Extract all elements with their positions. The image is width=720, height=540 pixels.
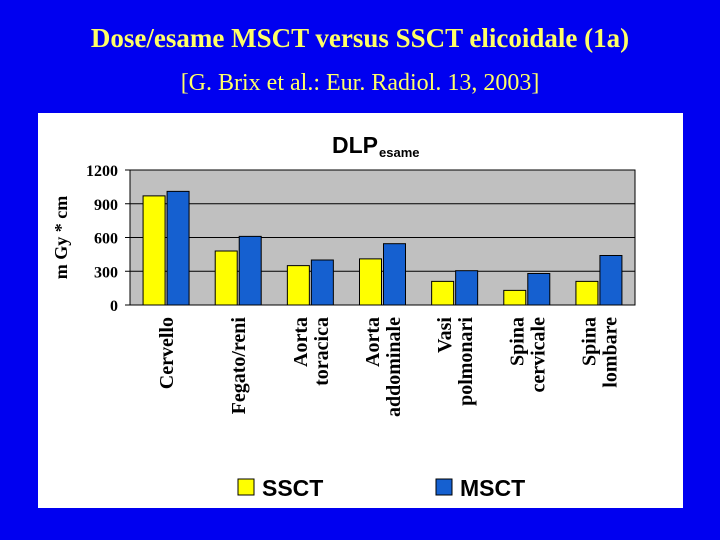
x-category-label: addominale xyxy=(383,317,405,417)
bar-ssct-2 xyxy=(286,265,310,306)
y-tick-label: 600 xyxy=(94,231,118,248)
bar-ssct-1 xyxy=(214,250,238,306)
plot-frame xyxy=(129,169,636,306)
x-category-label: Aorta xyxy=(290,317,312,367)
legend-swatch-ssct xyxy=(237,478,255,496)
x-category-label: Vasi xyxy=(434,317,456,353)
bar-msct-2 xyxy=(310,259,334,306)
chart-panel: 0 300 600 900 1200 Cervello Fegato/reni Aorta to… xyxy=(38,113,683,508)
y-axis-label: m Gy * cm xyxy=(51,196,71,279)
y-tick-label: 0 xyxy=(110,298,118,315)
x-category-label: Spina xyxy=(578,317,600,366)
chart-title: DLP xyxy=(332,132,378,158)
bar-ssct-4 xyxy=(431,280,455,306)
bar-msct-1 xyxy=(238,235,262,306)
legend-swatch-msct xyxy=(435,478,453,496)
x-category-label: polmonari xyxy=(455,317,477,406)
legend-label-msct: MSCT xyxy=(460,475,525,501)
bar-ssct-6 xyxy=(575,280,599,306)
y-tick-label: 900 xyxy=(94,197,118,214)
x-category-label: lombare xyxy=(599,317,621,388)
bar-msct-6 xyxy=(599,255,623,306)
slide-title: Dose/esame MSCT versus SSCT elicoidale (… xyxy=(90,23,630,53)
x-category-label: cervicale xyxy=(527,317,549,393)
chart-title-sub: esame xyxy=(379,145,419,160)
legend-label-ssct: SSCT xyxy=(262,475,323,501)
x-category-label: Cervello xyxy=(156,317,178,389)
x-category-label: toracica xyxy=(311,317,333,386)
x-category-label: Fegato/reni xyxy=(228,317,250,415)
x-category-label: Aorta xyxy=(362,317,384,367)
bar-ssct-0 xyxy=(142,195,166,306)
bar-msct-0 xyxy=(166,190,190,306)
slide-subtitle: [G. Brix et al.: Eur. Radiol. 13, 2003] xyxy=(180,70,540,96)
bar-ssct-5 xyxy=(503,289,527,306)
y-tick-label: 300 xyxy=(94,264,118,281)
bar-ssct-3 xyxy=(359,258,382,306)
bar-msct-3 xyxy=(383,243,406,306)
x-category-label: Spina xyxy=(506,317,528,366)
bar-msct-5 xyxy=(527,273,551,306)
bar-msct-4 xyxy=(455,270,479,306)
y-tick-label: 1200 xyxy=(86,163,118,180)
